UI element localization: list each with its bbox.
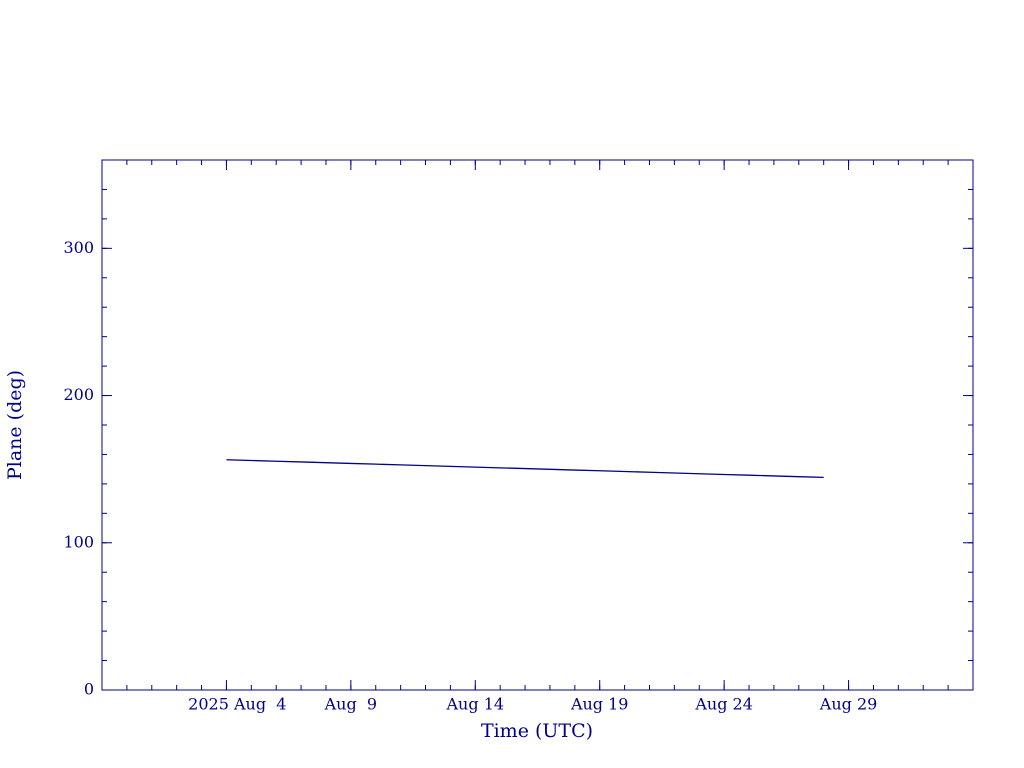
x-tick-label: Aug 29 [819,695,878,714]
plot-frame [101,159,974,691]
x-tick-label: Aug 19 [570,695,629,714]
x-tick-label: Aug 14 [446,695,505,714]
data-line [226,459,824,479]
x-tick-label: Aug 9 [324,695,377,714]
x-axis-title: Time (UTC) [481,720,593,742]
x-tick-label: 2025 Aug 4 [188,695,286,714]
y-axis-title: Plane (deg) [4,370,26,480]
y-tick-label: 200 [63,385,94,404]
x-tick-label: Aug 24 [694,695,753,714]
y-tick-label: 100 [63,532,94,551]
y-tick-label: 0 [84,680,94,699]
y-tick-label: 300 [63,238,94,257]
